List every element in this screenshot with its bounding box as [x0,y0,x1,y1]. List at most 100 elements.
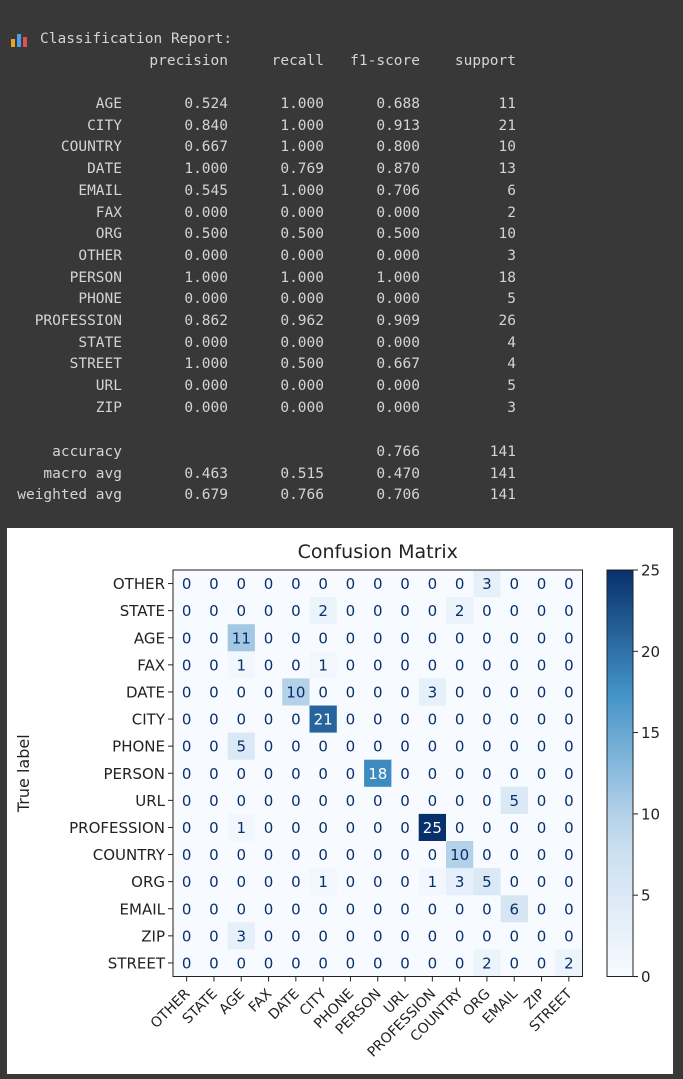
cell-value: 0 [373,819,383,837]
cell-value: 0 [318,900,328,918]
cell-value: 3 [236,927,246,945]
matrix-cell [446,570,474,598]
cell-value: 0 [182,575,192,593]
report-recall: 0.769 [280,161,324,178]
report-precision: 0.000 [184,204,228,221]
matrix-cell [555,813,583,842]
cell-value: 0 [209,683,219,701]
matrix-cell [446,841,474,869]
cell-value: 0 [264,602,274,620]
matrix-cell [473,841,502,869]
cell-value: 0 [537,873,547,891]
matrix-cell [227,678,256,706]
y-tick-label: ORG [131,873,165,891]
cell-value: 0 [509,846,519,864]
matrix-cell [227,922,256,950]
cell-value: 0 [509,711,519,729]
cell-value: 0 [455,792,465,810]
matrix-cell [336,759,365,788]
cell-value: 0 [400,873,410,891]
matrix-cell [527,922,556,950]
matrix-cell [418,786,447,815]
matrix-cell [227,813,256,842]
report-recall: 1.000 [280,96,324,112]
matrix-cell [336,813,365,842]
cell-value: 0 [346,792,356,810]
report-recall: 0.000 [280,378,324,395]
report-row-label: URL [95,378,122,395]
matrix-cell [527,624,556,652]
report-row-label: AGE [95,96,122,112]
cell-value: 0 [373,846,383,864]
matrix-cell [254,759,283,788]
colorbar-tick-label: 25 [641,562,660,580]
matrix-cell [336,895,365,923]
report-row-label: ZIP [95,399,122,416]
matrix-cell [391,759,420,788]
cell-value: 0 [428,954,438,972]
matrix-cell [309,651,338,679]
cell-value: 0 [482,846,492,864]
cell-value: 0 [509,819,519,837]
matrix-cell [418,759,447,788]
matrix-cell [200,678,229,706]
cell-value: 0 [373,792,383,810]
matrix-cell [364,868,392,896]
cell-value: 0 [564,683,574,701]
cell-value: 5 [482,873,492,891]
matrix-cell [555,759,583,788]
cell-value: 0 [264,711,274,729]
matrix-cell [309,624,338,652]
cell-value: 0 [482,927,492,945]
cell-value: 0 [264,575,274,593]
matrix-cell [364,949,392,977]
matrix-cell [336,949,365,977]
matrix-cell [473,597,502,625]
cell-value: 0 [291,711,301,729]
cell-value: 0 [182,819,192,837]
matrix-cell [391,786,420,815]
matrix-cell [527,651,556,679]
matrix-cell [555,841,583,869]
cell-value: 0 [428,738,438,756]
report-f1: 0.000 [376,334,420,351]
matrix-cell [418,732,447,761]
cell-value: 0 [564,765,574,783]
cell-value: 0 [236,765,246,783]
cell-value: 0 [428,629,438,647]
cell-value: 0 [428,575,438,593]
matrix-cell [473,895,502,923]
report-support: 2 [507,204,516,221]
cell-value: 0 [428,927,438,945]
matrix-cell [309,868,338,896]
matrix-cell [254,570,283,598]
report-recall: 0.766 [280,487,324,504]
matrix-cell [391,678,420,706]
matrix-cell [200,651,229,679]
matrix-cell [473,922,502,950]
report-f1: 0.000 [376,399,420,416]
cell-value: 0 [318,738,328,756]
report-support: 141 [489,465,516,482]
cell-value: 0 [537,765,547,783]
chart-title: Confusion Matrix [298,541,458,563]
cell-value: 0 [400,900,410,918]
matrix-cell [227,895,256,923]
cell-value: 0 [455,900,465,918]
matrix-cell [418,570,447,598]
cell-value: 0 [236,602,246,620]
matrix-cell [446,922,474,950]
matrix-cell [500,570,529,598]
cell-value: 0 [264,656,274,674]
cell-value: 0 [209,954,219,972]
matrix-cell [555,651,583,679]
matrix-cell [391,597,420,625]
cell-value: 0 [209,711,219,729]
cell-value: 0 [291,846,301,864]
cell-value: 0 [564,927,574,945]
colorbar-tick-label: 20 [641,643,660,661]
matrix-cell [173,868,201,896]
y-tick-label: STATE [120,602,165,620]
report-row-label: STREET [69,356,122,373]
